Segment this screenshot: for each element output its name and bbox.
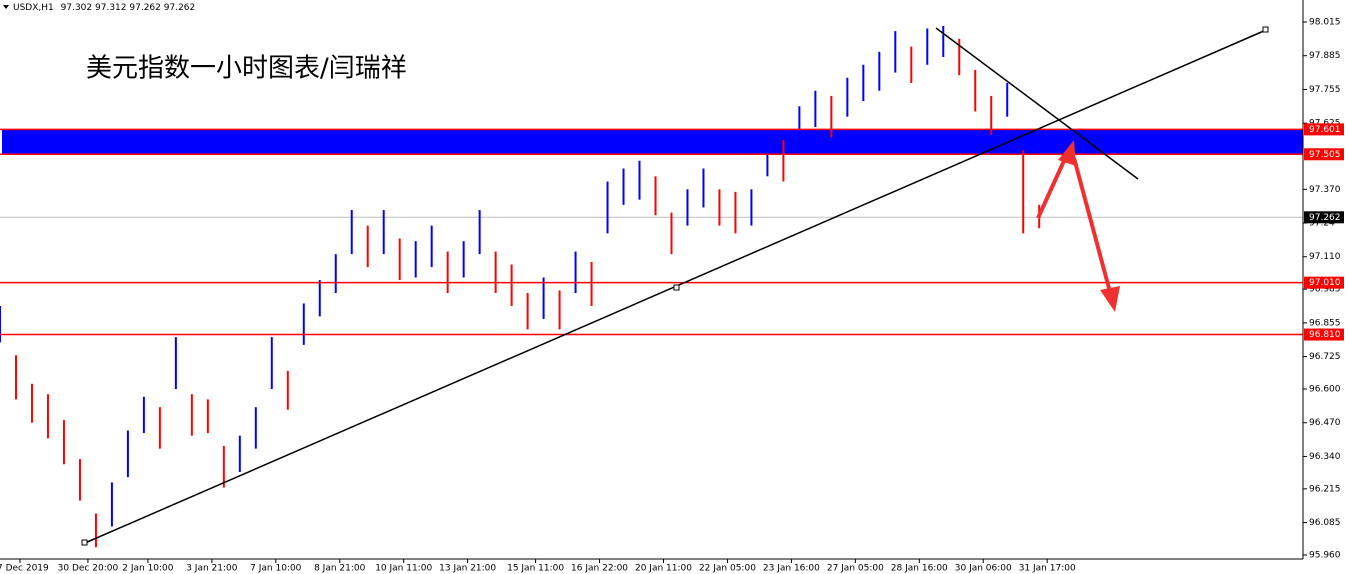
y-tick-label: 96.085 [1309, 518, 1341, 528]
level-label-box [1304, 123, 1344, 136]
arrow-head [1100, 286, 1120, 312]
trend-anchor [81, 539, 88, 546]
x-tick-label: 8 Jan 21:00 [314, 564, 366, 574]
x-tick-label: 3 Jan 21:00 [186, 564, 238, 574]
arrow [1036, 151, 1070, 219]
quote: 97.262 [164, 3, 196, 13]
y-tick-label: 96.725 [1309, 352, 1341, 362]
x-tick-label: 27 Dec 2019 [0, 564, 49, 574]
y-tick-label: 95.960 [1309, 551, 1341, 561]
menu-arrow [3, 5, 9, 9]
header-text: USDX,H1 97.302 97.312 97.262 97.262 [13, 3, 195, 13]
x-tick-label: 20 Jan 11:00 [635, 564, 692, 574]
y-tick-label: 97.110 [1309, 252, 1341, 262]
quote: 97.302 [61, 3, 93, 13]
chart-title: 美元指数一小时图表/闫瑞祥 [86, 54, 407, 84]
price-label-box [1304, 211, 1344, 224]
level-label: 97.601 [1309, 125, 1341, 135]
trend-anchor [673, 284, 680, 291]
plot [0, 25, 1303, 548]
zone [2, 129, 1303, 155]
level-label: 97.010 [1309, 278, 1341, 288]
x-tick-label: 30 Dec 20:00 [58, 564, 119, 574]
y-tick-label: 97.370 [1309, 185, 1341, 195]
level-label-box [1304, 328, 1344, 341]
level-label-box [1304, 148, 1344, 161]
arrow-head [1058, 140, 1076, 166]
x-tick-label: 23 Jan 16:00 [763, 564, 820, 574]
x-tick-label: 7 Jan 10:00 [250, 564, 302, 574]
header: USDX,H1 97.302 97.312 97.262 97.262 [3, 3, 195, 13]
y-tick-label: 98.015 [1309, 18, 1341, 28]
x-tick-label: 16 Jan 22:00 [571, 564, 628, 574]
arrow [1072, 157, 1112, 293]
x-tick-label: 2 Jan 10:00 [122, 564, 174, 574]
y-tick-label: 96.340 [1309, 452, 1341, 462]
y-tick-label: 97.885 [1309, 51, 1341, 61]
trend-anchor [1262, 26, 1269, 33]
x-tick-label: 27 Jan 05:00 [827, 564, 884, 574]
x-tick-label: 15 Jan 11:00 [507, 564, 564, 574]
x-tick-label: 10 Jan 11:00 [375, 564, 432, 574]
level-label: 97.505 [1309, 150, 1341, 160]
x-tick-label: 31 Jan 17:00 [1019, 564, 1076, 574]
y-tick-label: 97.755 [1309, 85, 1341, 95]
y-tick-label: 96.985 [1309, 285, 1341, 295]
y-tick-label: 96.470 [1309, 418, 1341, 428]
y-tick-label: 96.215 [1309, 484, 1341, 494]
y-tick-label: 96.600 [1309, 385, 1341, 395]
x-tick-label: 22 Jan 05:00 [699, 564, 756, 574]
trend-line-down [935, 27, 1139, 180]
quote: 97.312 [95, 3, 127, 13]
x-tick-label: 13 Jan 21:00 [439, 564, 496, 574]
y-tick-label: 96.855 [1309, 318, 1341, 328]
price-label: 97.262 [1309, 213, 1341, 223]
y-tick-label: 97.24 [1309, 219, 1335, 229]
quote: 97.262 [129, 3, 161, 13]
level-label-box [1304, 276, 1344, 289]
level-label: 96.810 [1309, 330, 1341, 340]
x-tick-label: 28 Jan 16:00 [891, 564, 948, 574]
symbol: USDX,H1 [13, 3, 54, 13]
x-tick-label: 30 Jan 06:00 [955, 564, 1012, 574]
